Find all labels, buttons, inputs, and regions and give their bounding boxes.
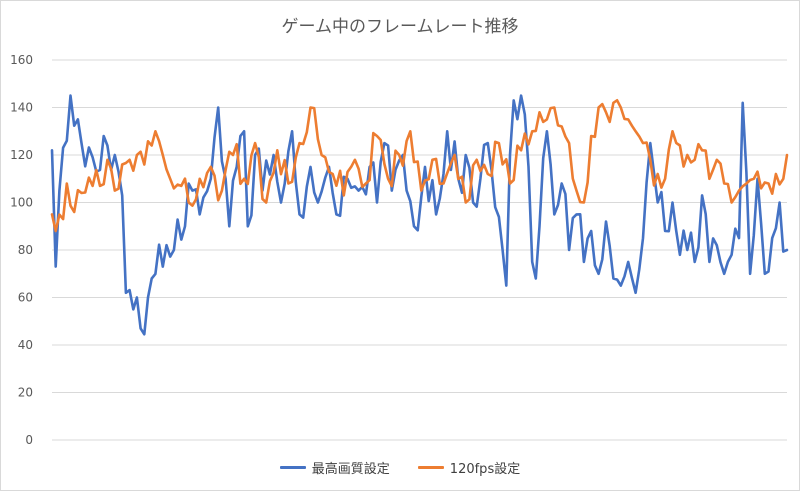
gridlines <box>52 59 787 441</box>
chart-title: ゲーム中のフレームレート推移 <box>281 17 519 37</box>
legend-swatch-series-2 <box>417 466 444 469</box>
series-line-2 <box>50 99 789 233</box>
y-tick-label: 100 <box>10 196 33 210</box>
y-tick-label: 80 <box>18 243 33 257</box>
legend: 最高画質設定 120fps設定 <box>0 458 800 477</box>
y-tick-label: 60 <box>18 291 33 305</box>
y-tick-label: 20 <box>18 386 33 400</box>
y-tick-label: 160 <box>10 53 33 67</box>
y-tick-label: 40 <box>18 338 33 352</box>
y-tick-label: 0 <box>25 433 33 447</box>
legend-item-series-1: 最高画質設定 <box>279 458 390 477</box>
y-tick-label: 140 <box>10 101 33 115</box>
legend-swatch-series-1 <box>279 466 306 469</box>
y-axis-tick-labels: 0 20 40 60 80 100 120 140 160 <box>10 53 33 447</box>
legend-label-series-2: 120fps設定 <box>449 462 521 477</box>
legend-label-series-1: 最高画質設定 <box>311 462 390 477</box>
series-lines <box>50 94 789 336</box>
legend-item-series-2: 120fps設定 <box>417 458 521 477</box>
series-line-1 <box>50 94 789 336</box>
y-tick-label: 120 <box>10 148 33 162</box>
